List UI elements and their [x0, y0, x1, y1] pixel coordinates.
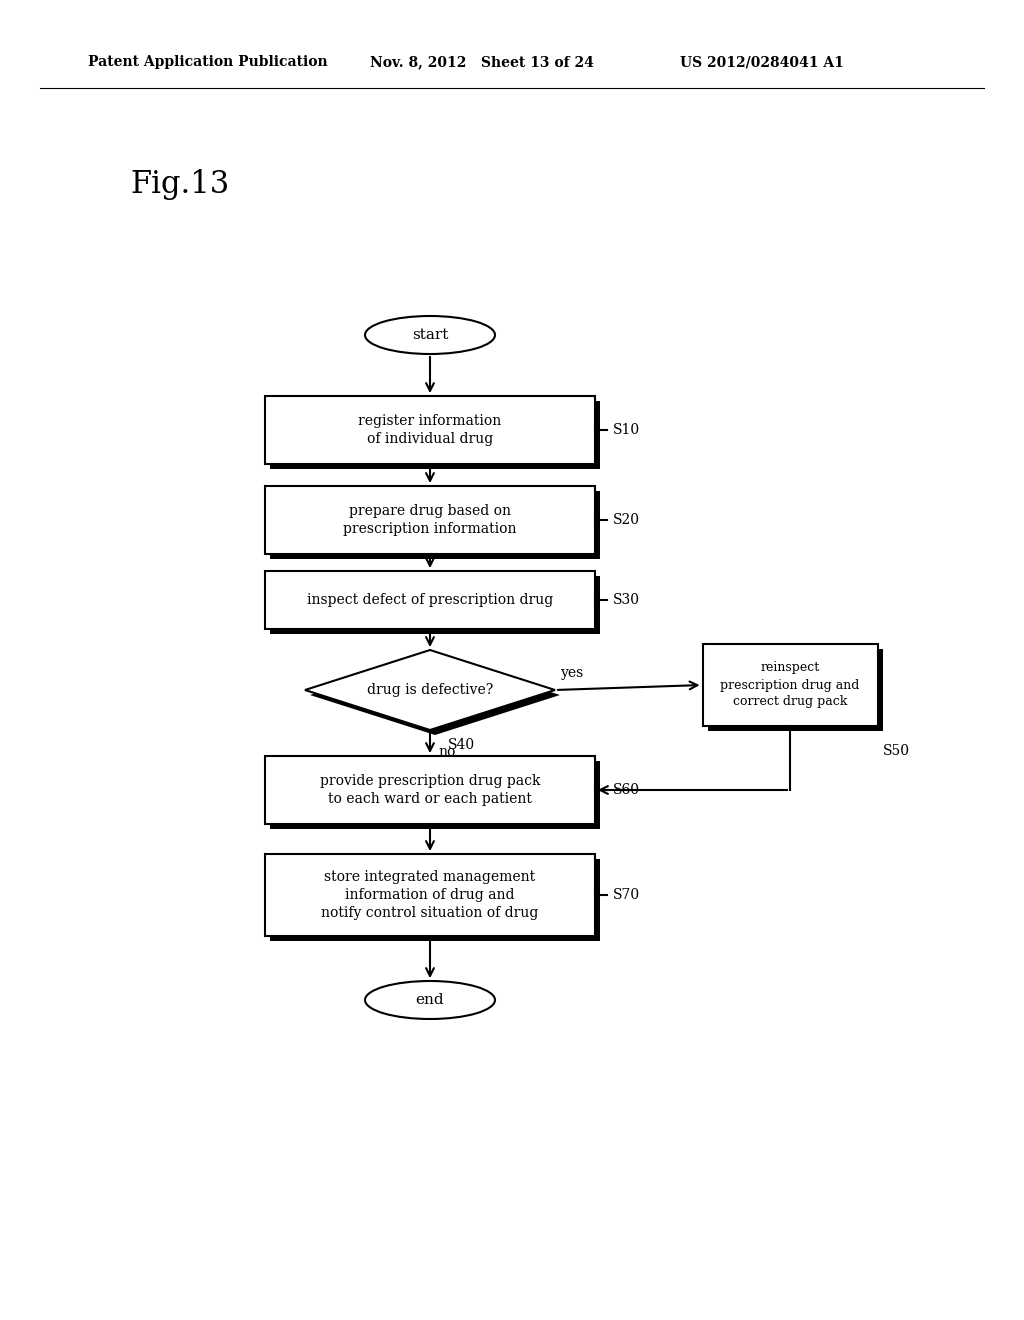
Text: S30: S30	[613, 593, 640, 607]
Ellipse shape	[365, 315, 495, 354]
Text: S50: S50	[883, 744, 909, 758]
Bar	[702, 644, 878, 726]
Polygon shape	[305, 649, 555, 730]
Text: yes: yes	[561, 667, 585, 680]
Text: drug is defective?: drug is defective?	[367, 682, 494, 697]
Bar	[270, 401, 600, 469]
Bar	[265, 396, 595, 465]
Text: start: start	[412, 327, 449, 342]
Text: S70: S70	[613, 888, 640, 902]
Polygon shape	[310, 655, 560, 735]
Text: prepare drug based on
prescription information: prepare drug based on prescription infor…	[343, 504, 517, 536]
Ellipse shape	[365, 981, 495, 1019]
Bar	[270, 859, 600, 941]
Text: provide prescription drug pack
to each ward or each patient: provide prescription drug pack to each w…	[319, 774, 541, 807]
Text: register information
of individual drug: register information of individual drug	[358, 413, 502, 446]
Text: reinspect
prescription drug and
correct drug pack: reinspect prescription drug and correct …	[720, 661, 860, 709]
Text: S60: S60	[613, 783, 640, 797]
Text: S10: S10	[613, 422, 640, 437]
Bar	[708, 649, 883, 731]
Text: Patent Application Publication: Patent Application Publication	[88, 55, 328, 69]
Text: end: end	[416, 993, 444, 1007]
Text: store integrated management
information of drug and
notify control situation of : store integrated management information …	[322, 870, 539, 920]
Text: no: no	[438, 744, 456, 759]
Bar	[265, 854, 595, 936]
Text: S20: S20	[613, 513, 640, 527]
Bar	[265, 486, 595, 554]
Bar	[270, 491, 600, 558]
Text: Nov. 8, 2012   Sheet 13 of 24: Nov. 8, 2012 Sheet 13 of 24	[370, 55, 594, 69]
Text: Fig.13: Fig.13	[130, 169, 229, 201]
Text: US 2012/0284041 A1: US 2012/0284041 A1	[680, 55, 844, 69]
Bar	[265, 572, 595, 630]
Bar	[270, 762, 600, 829]
Text: inspect defect of prescription drug: inspect defect of prescription drug	[307, 593, 553, 607]
Bar	[270, 576, 600, 634]
Text: S40: S40	[449, 738, 475, 752]
Bar	[265, 756, 595, 824]
